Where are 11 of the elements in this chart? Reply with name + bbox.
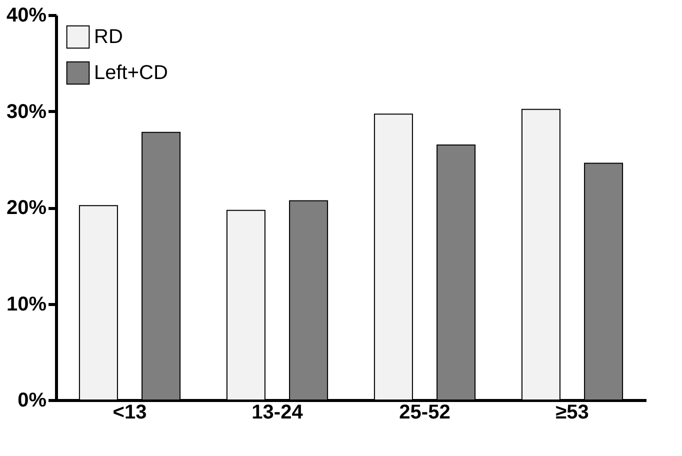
x-tick-label: 25-52 [399, 402, 450, 424]
legend-label: RD [94, 26, 123, 48]
y-tick-label: 30% [6, 100, 47, 123]
x-tick-label: <13 [112, 402, 147, 424]
x-tick-label: ≥53 [556, 402, 589, 424]
y-tick-label: 20% [6, 197, 47, 219]
x-tick-label: 13-24 [252, 402, 304, 424]
legend-label: Left+CD [94, 62, 168, 84]
y-tick-label: 40% [6, 4, 47, 26]
y-tick-label: 10% [6, 293, 47, 316]
y-tick-label: 0% [18, 390, 47, 412]
